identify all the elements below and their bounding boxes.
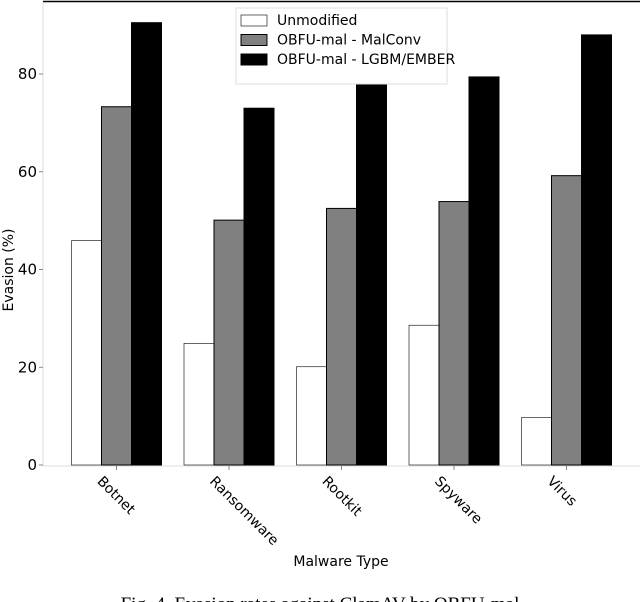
y-tick-label: 80 (18, 65, 37, 83)
bar-spyware-0 (408, 324, 440, 466)
x-tick-label: Virus (544, 474, 580, 510)
y-tick-label: 60 (18, 163, 37, 181)
x-tick-label: Ransomware (206, 474, 281, 549)
x-tick-label: Rootkit (319, 474, 365, 520)
legend-label: OBFU-mal - MalConv (277, 33, 421, 49)
bar-virus-2 (581, 34, 612, 466)
figure-caption: Fig. 4. Evasion rates against ClamAV by … (121, 594, 520, 602)
legend-label: Unmodified (277, 13, 357, 29)
x-axis-label: Malware Type (293, 554, 388, 570)
bar-botnet-0 (71, 240, 102, 466)
bar-ransomware-0 (183, 343, 215, 466)
bar-virus-1 (551, 175, 582, 466)
legend-swatch (240, 14, 268, 27)
legend-swatch (240, 53, 268, 66)
bar-botnet-2 (131, 22, 162, 466)
legend-label: OBFU-mal - LGBM/EMBER (277, 52, 455, 68)
y-tick-label: 40 (18, 261, 37, 279)
legend: Unmodified OBFU-mal - MalConv OBFU-mal - L… (235, 7, 455, 85)
x-tick-label: Spyware (431, 474, 485, 528)
y-tick-label: 0 (27, 456, 37, 474)
bar-rootkit-1 (326, 207, 357, 466)
y-tick-label: 20 (18, 358, 37, 376)
bar-ransomware-2 (243, 107, 275, 466)
x-tick-label: Botnet (94, 474, 139, 519)
bar-virus-0 (521, 417, 552, 466)
legend-swatch (240, 34, 268, 46)
bar-rootkit-0 (296, 366, 327, 466)
bar-botnet-1 (101, 106, 132, 466)
y-axis-label: Evasion (%) (1, 228, 17, 311)
bar-spyware-2 (468, 76, 500, 466)
bar-rootkit-2 (356, 82, 387, 466)
bar-spyware-1 (438, 201, 470, 466)
bar-ransomware-1 (213, 219, 245, 466)
